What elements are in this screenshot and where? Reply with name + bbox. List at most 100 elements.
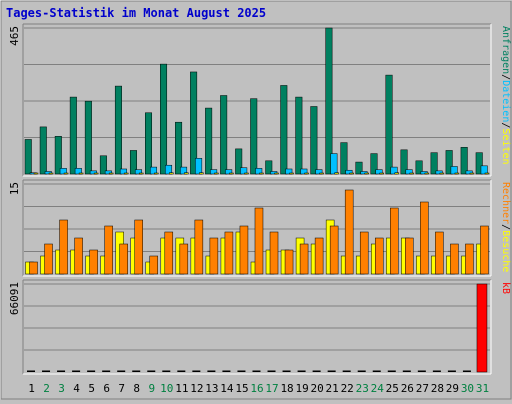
- bar-kb: [312, 370, 321, 372]
- bar-dateien: [465, 170, 473, 175]
- bar-seiten: [184, 172, 189, 175]
- bar-rechner: [104, 225, 113, 275]
- x-tick-label: 25: [386, 382, 399, 395]
- bar-rechner: [89, 249, 98, 275]
- bar-kb: [117, 370, 126, 372]
- bar-seiten: [214, 172, 219, 175]
- bar-kb: [417, 370, 426, 372]
- bar-dateien: [315, 169, 323, 175]
- legend-entry: Seiten: [500, 128, 511, 164]
- bar-anfragen: [295, 96, 303, 175]
- bar-seiten: [93, 172, 99, 175]
- x-tick-label: 19: [295, 382, 308, 395]
- bar-anfragen: [475, 152, 483, 175]
- bar-seiten: [274, 172, 279, 175]
- bar-kb: [432, 370, 441, 372]
- bar-anfragen: [400, 149, 408, 175]
- bar-kb: [237, 370, 246, 372]
- bar-anfragen: [340, 142, 348, 175]
- bar-seiten: [33, 172, 39, 175]
- legend-entry: Anfragen: [500, 26, 511, 74]
- x-tick-label: 23: [356, 382, 369, 395]
- bar-dateien: [435, 170, 443, 175]
- bar-anfragen: [54, 136, 62, 175]
- x-tick-label: 4: [73, 382, 80, 395]
- bar-rechner: [119, 243, 128, 275]
- bar-rechner: [435, 231, 444, 275]
- bar-seiten: [379, 172, 384, 175]
- bar-rechner: [420, 201, 429, 275]
- bar-anfragen: [99, 155, 107, 175]
- bar-anfragen: [370, 153, 378, 175]
- bar-dateien: [420, 171, 428, 175]
- bar-rechner: [134, 219, 143, 275]
- bar-rechner: [74, 237, 83, 275]
- bar-dateien: [225, 169, 233, 175]
- bar-rechner: [239, 225, 249, 275]
- bar-kb: [462, 370, 471, 372]
- bar-dateien: [44, 171, 52, 175]
- bar-anfragen: [235, 148, 243, 175]
- x-tick-label: 6: [103, 382, 110, 395]
- bar-rechner: [299, 243, 309, 275]
- x-tick-label: 15: [235, 382, 248, 395]
- bar-seiten: [169, 172, 174, 175]
- bar-kb: [372, 370, 381, 372]
- bar-rechner: [194, 219, 204, 275]
- bar-anfragen: [84, 100, 92, 175]
- bar-rechner: [224, 231, 234, 275]
- bar-rechner: [405, 237, 414, 275]
- bar-anfragen: [24, 139, 32, 175]
- legend-entry: Besuche: [500, 230, 511, 272]
- bar-anfragen: [160, 63, 168, 175]
- bar-dateien: [240, 167, 248, 175]
- x-tick-label: 3: [58, 382, 65, 395]
- x-tick-label: 5: [88, 382, 95, 395]
- bar-rechner: [450, 243, 459, 275]
- bar-seiten: [304, 172, 309, 175]
- bar-anfragen: [205, 107, 213, 175]
- x-tick-label: 16: [250, 382, 263, 395]
- bar-anfragen: [175, 121, 183, 175]
- bar-anfragen: [220, 95, 228, 175]
- x-axis: 1 2 3 4 5 6 7 8 9 10 11 12 13 14 15 16 17 18 19 20 21 22 23 24 2…: [28, 382, 489, 395]
- bar-dateien: [134, 169, 142, 175]
- bar-seiten: [48, 172, 54, 175]
- bar-seiten: [138, 172, 144, 175]
- legend-entry: Dateien: [500, 80, 511, 122]
- bar-kb: [72, 370, 81, 372]
- bar-rechner: [209, 237, 219, 275]
- bar-anfragen: [325, 27, 333, 175]
- bar-rechner: [374, 237, 384, 275]
- bar-seiten: [319, 172, 324, 175]
- legend-entry: /: [500, 122, 511, 128]
- x-tick-label: 2: [43, 382, 50, 395]
- bar-kb: [357, 370, 366, 372]
- bar-seiten: [454, 172, 460, 175]
- bar-anfragen: [250, 98, 258, 175]
- panel-background: [23, 280, 491, 374]
- bar-kb: [267, 370, 276, 372]
- bar-kb: [177, 370, 186, 372]
- bar-kb: [402, 370, 411, 372]
- bar-seiten: [394, 172, 400, 175]
- bar-seiten: [63, 172, 69, 175]
- legend-entry: /: [500, 74, 511, 80]
- bar-kb: [147, 370, 156, 372]
- bar-seiten: [334, 172, 339, 175]
- legend-entry: /: [500, 224, 511, 230]
- bar-anfragen: [445, 150, 453, 175]
- bar-kb: [102, 370, 111, 372]
- bar-anfragen: [385, 74, 393, 175]
- bar-seiten: [259, 172, 264, 175]
- legend-entry: kB: [500, 282, 511, 294]
- x-tick-label: 18: [280, 382, 293, 395]
- bar-dateien: [390, 166, 398, 175]
- bar-dateien: [270, 171, 278, 175]
- bar-rechner: [44, 243, 53, 275]
- bar-dateien: [89, 170, 97, 175]
- bar-kb: [87, 370, 96, 372]
